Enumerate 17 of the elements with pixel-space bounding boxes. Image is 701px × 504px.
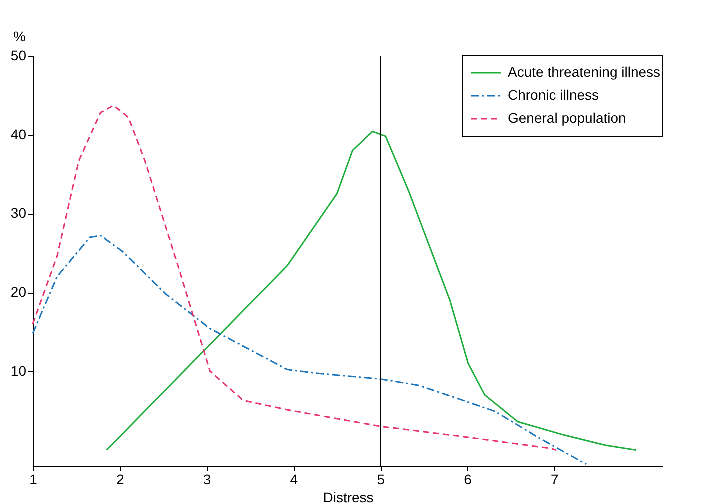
legend-label: General population: [508, 110, 626, 126]
x-tick-label: 5: [377, 472, 386, 488]
y-tick-label: 20: [10, 284, 27, 300]
y-axis-title: %: [14, 28, 26, 44]
y-tick-label: 30: [10, 205, 27, 222]
x-tick-label: 6: [464, 472, 472, 488]
x-tick-label: 3: [203, 472, 212, 488]
y-tick-label: 10: [10, 362, 27, 379]
x-tick-label: 2: [116, 472, 124, 488]
x-tick-label: 1: [30, 472, 38, 488]
y-tick-label: 50: [10, 48, 27, 64]
legend-label: Acute threatening illness: [508, 64, 661, 80]
x-tick-label: 4: [290, 472, 298, 488]
y-tick-label: 40: [10, 126, 27, 142]
legend-label: Chronic illness: [508, 87, 600, 103]
x-tick-label: 7: [550, 472, 559, 488]
x-axis-title: Distress: [323, 490, 374, 504]
